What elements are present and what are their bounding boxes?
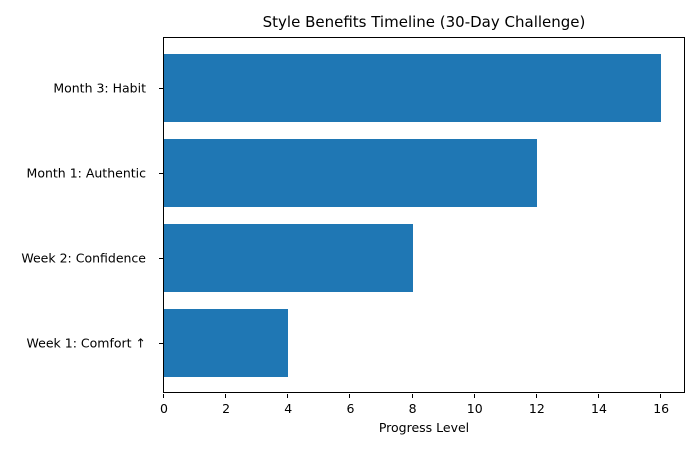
chart-title: Style Benefits Timeline (30-Day Challeng…	[262, 13, 586, 31]
bar	[164, 309, 289, 377]
x-tick-label: 16	[653, 401, 670, 416]
y-tick-label: Week 1: Comfort ↑	[26, 335, 146, 351]
y-tick	[159, 88, 163, 89]
x-tick-label: 12	[528, 401, 545, 416]
x-tick-label: 4	[284, 401, 293, 416]
y-tick-label: Week 2: Confidence	[21, 250, 146, 266]
x-tick-label: 6	[346, 401, 355, 416]
x-tick	[349, 394, 351, 398]
y-tick-label: Month 3: Habit	[53, 80, 146, 96]
x-tick	[163, 394, 164, 398]
x-tick	[411, 394, 413, 398]
bar	[164, 139, 537, 207]
bar	[164, 224, 413, 292]
bar	[164, 54, 662, 122]
y-tick	[159, 258, 163, 259]
x-tick	[225, 394, 227, 398]
x-tick	[660, 394, 662, 398]
y-tick-label: Month 1: Authentic	[26, 165, 146, 181]
x-tick	[473, 394, 475, 398]
plot-area: Week 1: Comfort ↑ Week 2: Confidence Month…	[21, 37, 685, 416]
x-tick	[535, 394, 537, 398]
x-tick-label: 14	[591, 401, 607, 416]
x-tick-label: 2	[222, 401, 231, 416]
y-tick	[159, 343, 163, 344]
x-tick	[598, 394, 599, 398]
x-tick-label: 10	[466, 401, 483, 416]
x-axis-title: Progress Level	[378, 420, 470, 435]
x-tick-label: 8	[408, 401, 417, 416]
x-tick-label: 0	[160, 401, 168, 416]
y-tick	[159, 173, 163, 174]
x-tick	[287, 394, 289, 398]
